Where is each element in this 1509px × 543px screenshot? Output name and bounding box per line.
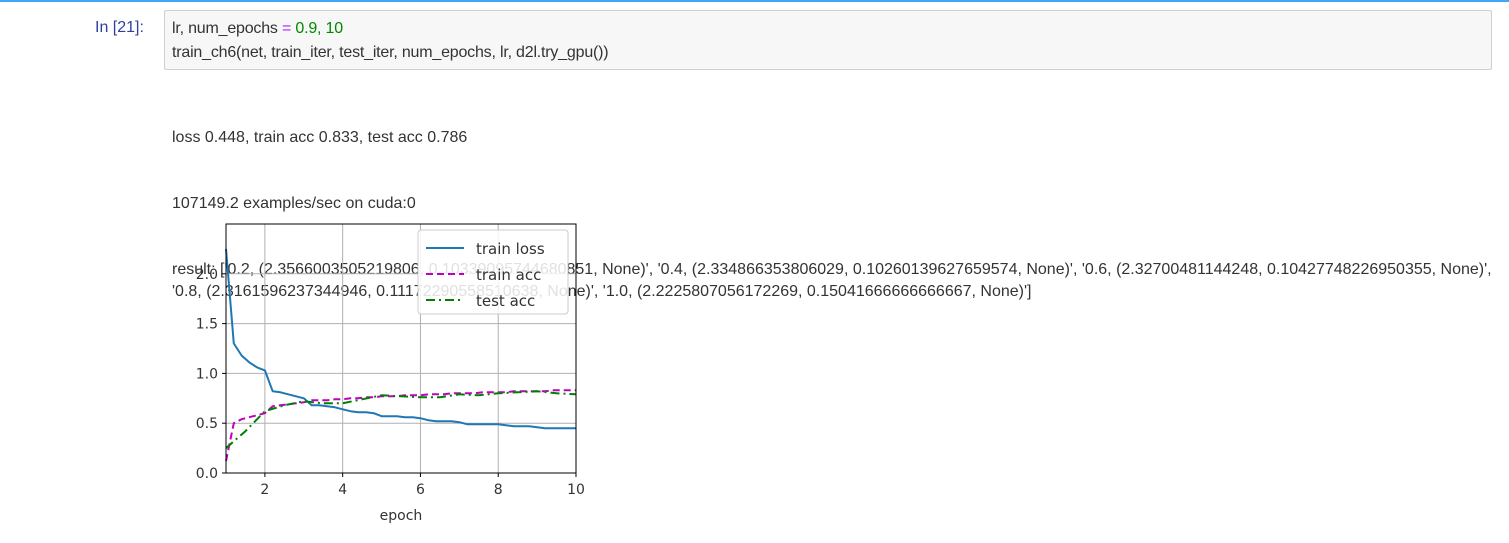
- plot-frame: [225, 223, 577, 474]
- x-axis-label: epoch: [380, 508, 423, 524]
- cell-prompt: In [21]:: [95, 19, 144, 36]
- x-tick-label: 2: [260, 482, 269, 498]
- series-line-test-acc: [225, 390, 577, 449]
- training-chart: 2 4 6 8 100.00.51.01.52.0 epoch train losstr…: [196, 223, 585, 524]
- cell-selected-border: [0, 0, 1509, 2]
- output-throughput: 107149.2 examples/sec on cuda:0: [172, 195, 416, 212]
- code-operator: =: [281, 20, 292, 37]
- y-tick-label: 0.5: [196, 416, 218, 432]
- y-tick-label: 0.0: [196, 466, 218, 482]
- y-tick-label: 1.5: [196, 317, 218, 333]
- code-line-1: lr, num_epochs = 0.9, 10: [172, 20, 343, 38]
- chart-legend: train loss train acc test acc: [417, 229, 569, 315]
- x-tick-label: 6: [416, 482, 425, 498]
- code-values: 0.9, 10: [295, 20, 343, 37]
- chart-series: [225, 248, 577, 462]
- chart-ticks: 2 4 6 8 10 0.0 0.5 1.0 1.5 2.0: [196, 267, 585, 498]
- y-tick-label: 1.0: [196, 366, 218, 382]
- legend-box: [417, 229, 569, 315]
- x-tick-label: 10: [567, 482, 585, 498]
- x-tick-label: 8: [494, 482, 503, 498]
- legend-label: test acc: [476, 292, 535, 310]
- code-vars: lr, num_epochs: [172, 20, 278, 37]
- legend-label: train loss: [476, 240, 545, 258]
- output-metrics: loss 0.448, train acc 0.833, test acc 0.…: [172, 129, 468, 146]
- series-line-train-loss: [225, 248, 576, 430]
- y-tick-label: 2.0: [196, 267, 218, 283]
- x-tick-label: 4: [338, 482, 347, 498]
- code-line-2: train_ch6(net, train_iter, test_iter, nu…: [172, 44, 609, 61]
- code-input-area[interactable]: lr, num_epochs = 0.9, 10 train_ch6(net, …: [164, 10, 1492, 70]
- legend-label: train acc: [476, 266, 541, 284]
